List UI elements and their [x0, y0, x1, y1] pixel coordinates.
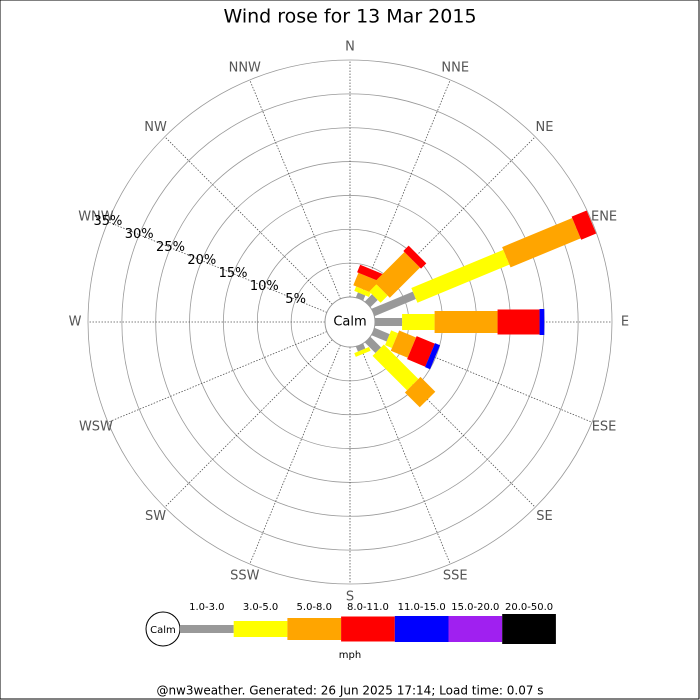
spoke — [359, 79, 451, 300]
bar-segment — [374, 252, 420, 298]
bar-segment — [539, 309, 545, 335]
bar-segment — [571, 210, 597, 240]
direction-label: SSW — [230, 569, 260, 584]
legend-swatch — [502, 614, 556, 644]
ring-label: 35% — [93, 214, 122, 229]
spoke — [359, 344, 451, 565]
direction-label: SW — [145, 509, 166, 524]
direction-label: WSW — [79, 420, 113, 435]
bar-segment — [404, 376, 436, 408]
spoke — [249, 344, 341, 565]
legend-swatch — [180, 625, 234, 633]
ring-label: 15% — [219, 266, 248, 281]
bar-segment — [502, 218, 581, 268]
direction-label: E — [621, 315, 629, 330]
direction-label: WNW — [78, 209, 114, 224]
spoke — [164, 339, 333, 508]
bar-segment — [354, 286, 371, 297]
ring — [87, 59, 613, 585]
footer: @nw3weather. Generated: 26 Jun 2025 17:1… — [156, 684, 543, 698]
direction-label: N — [345, 40, 355, 55]
legend-label: 1.0-3.0 — [189, 602, 224, 613]
bar-segment — [385, 330, 399, 349]
direction-label: NNW — [229, 60, 261, 75]
legend-swatch — [233, 621, 288, 637]
legend-calm-label: Calm — [150, 625, 176, 636]
bar-segment — [354, 347, 371, 357]
bar-segment — [425, 343, 441, 370]
direction-label: SE — [536, 509, 552, 524]
direction-label: ENE — [591, 209, 617, 224]
bar-segment — [371, 327, 390, 342]
legend-label: 20.0-50.0 — [505, 602, 553, 613]
ring-label: 30% — [125, 227, 154, 242]
bar-segment — [369, 284, 388, 303]
direction-label: ESE — [592, 420, 617, 435]
direction-label: NE — [535, 120, 553, 135]
direction-label: S — [346, 590, 354, 605]
spoke — [107, 331, 328, 423]
calm-circle — [324, 296, 376, 348]
spoke — [249, 79, 341, 300]
bar-segment — [364, 294, 378, 308]
ring-label: 20% — [187, 253, 216, 268]
bar-segment — [407, 336, 435, 367]
bar-segment — [411, 249, 510, 303]
legend-swatch — [287, 618, 342, 640]
bar-segment — [403, 245, 427, 269]
bar-segment — [371, 291, 416, 317]
bar-segment — [434, 311, 498, 333]
bar-segment — [402, 314, 435, 330]
legend-label: 5.0-8.0 — [297, 602, 332, 613]
legend-label: 11.0-15.0 — [398, 602, 446, 613]
bar-segment — [364, 336, 382, 354]
bar-segment — [497, 309, 540, 335]
spoke — [107, 221, 328, 313]
bar-segment — [375, 318, 403, 326]
bar-segment — [355, 292, 366, 301]
ring-label: 5% — [285, 292, 306, 307]
legend-label: 15.0-20.0 — [451, 602, 499, 613]
direction-label: SSE — [443, 569, 468, 584]
ring-label: 10% — [250, 279, 279, 294]
legend-unit: mph — [339, 650, 361, 661]
legend-swatch — [341, 616, 395, 642]
bar-segment — [390, 330, 417, 358]
direction-label: W — [69, 315, 82, 330]
chart-title: Wind rose for 13 Mar 2015 — [223, 6, 476, 28]
legend-label: 8.0-11.0 — [347, 602, 389, 613]
bar-segment — [357, 264, 384, 282]
direction-label: NW — [144, 120, 167, 135]
bar-segment — [355, 343, 366, 352]
spoke — [164, 136, 333, 305]
bar-segment — [372, 344, 419, 391]
direction-label: NNE — [441, 60, 469, 75]
legend-swatch — [448, 616, 503, 642]
ring — [121, 93, 579, 551]
calm-label: Calm — [333, 315, 366, 330]
legend-swatch — [394, 616, 449, 642]
legend-label: 3.0-5.0 — [243, 602, 278, 613]
ring-label: 25% — [156, 240, 185, 255]
